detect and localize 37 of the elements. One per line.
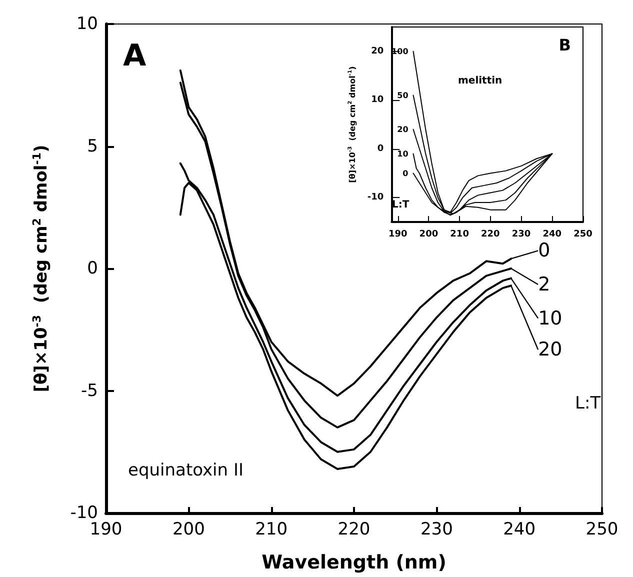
x-tick-label: 200	[419, 230, 438, 240]
x-tick-label: 240	[503, 520, 536, 540]
x-tick-label: 190	[388, 230, 408, 240]
annotation: melittin	[458, 76, 502, 86]
legend-label: 10	[538, 307, 562, 330]
y-tick-label: 20	[371, 46, 384, 56]
y-tick-label: 5	[87, 136, 98, 156]
annotation: L:T	[575, 394, 602, 414]
series-label: 0	[402, 168, 409, 178]
y-tick-label: -5	[81, 380, 98, 401]
series-label: 0	[538, 240, 550, 262]
y-tick-label: 0	[377, 144, 384, 154]
x-tick-label: 210	[450, 230, 469, 240]
x-tick-label: 200	[172, 520, 205, 540]
series-label: 20	[397, 124, 409, 134]
x-tick-label: 250	[574, 230, 592, 240]
series-label: 50	[397, 90, 409, 100]
y-tick-label: 10	[371, 95, 384, 106]
annotation: L:T	[392, 200, 410, 210]
annotation: equinatoxin II	[128, 460, 244, 480]
x-tick-label: 250	[586, 520, 618, 540]
legend-label: 20	[538, 338, 562, 361]
y-tick-label: -10	[367, 192, 384, 203]
x-axis-title: Wavelength (nm)	[262, 552, 446, 574]
x-tick-label: 210	[255, 520, 288, 540]
y-tick-label: 0	[87, 258, 98, 278]
x-tick-label: 220	[481, 230, 500, 240]
x-tick-label: 230	[512, 230, 531, 240]
x-tick-label: 240	[542, 230, 562, 240]
text: B	[558, 36, 572, 54]
series-label: 2	[538, 274, 550, 296]
x-tick-label: 230	[420, 520, 453, 540]
y-tick-label: 10	[76, 14, 98, 34]
y-axis-title: [θ]×10-3 (deg cm2 dmol-1)	[30, 144, 52, 392]
text: A	[123, 38, 147, 74]
series-label: 10	[397, 149, 409, 158]
x-tick-label: 220	[338, 520, 370, 540]
